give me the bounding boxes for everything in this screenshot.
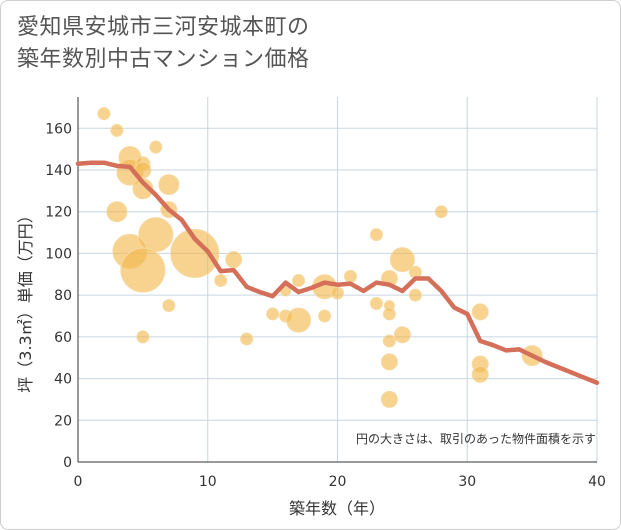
data-bubble bbox=[369, 228, 383, 242]
data-bubble bbox=[214, 274, 228, 288]
data-bubble bbox=[149, 140, 163, 154]
chart-title-line2: 築年数別中古マンション価格 bbox=[17, 47, 310, 72]
x-tick-label: 40 bbox=[588, 474, 606, 490]
x-tick-label: 10 bbox=[199, 474, 217, 490]
x-tick-labels: 0 10 20 30 40 bbox=[74, 474, 606, 490]
y-tick-label: 100 bbox=[45, 246, 72, 262]
data-bubble bbox=[380, 353, 398, 371]
y-tick-label: 160 bbox=[45, 121, 72, 137]
data-bubble bbox=[471, 303, 489, 321]
average-price-line bbox=[75, 160, 600, 385]
data-bubble bbox=[136, 330, 150, 344]
x-tick-label: 20 bbox=[329, 474, 347, 490]
y-tick-label: 0 bbox=[63, 455, 72, 471]
data-bubble bbox=[393, 326, 411, 344]
data-bubble bbox=[286, 307, 312, 333]
chart-title: 愛知県安城市三河安城本町の 築年数別中古マンション価格 bbox=[17, 12, 310, 76]
y-axis-label: 坪（3.3㎡）単価（万円） bbox=[16, 207, 35, 392]
data-bubble bbox=[97, 107, 111, 121]
data-bubble bbox=[382, 307, 396, 321]
data-bubble bbox=[408, 288, 422, 302]
bubbles bbox=[97, 107, 543, 408]
data-bubble bbox=[471, 365, 489, 383]
data-bubble bbox=[389, 247, 415, 273]
chart-title-line1: 愛知県安城市三河安城本町の bbox=[17, 15, 310, 40]
data-bubble bbox=[318, 309, 332, 323]
data-bubble bbox=[266, 307, 280, 321]
data-bubble bbox=[434, 205, 448, 219]
y-tick-label: 20 bbox=[54, 413, 72, 429]
y-tick-label: 140 bbox=[45, 163, 72, 179]
x-tick-label: 0 bbox=[74, 474, 83, 490]
data-bubble bbox=[331, 286, 344, 300]
data-bubble bbox=[120, 247, 166, 293]
data-bubble bbox=[132, 178, 154, 200]
data-bubble bbox=[225, 251, 243, 269]
data-bubble bbox=[382, 334, 396, 348]
y-tick-label: 60 bbox=[54, 330, 72, 346]
data-bubble bbox=[158, 174, 180, 196]
y-tick-label: 120 bbox=[45, 205, 72, 221]
data-bubble bbox=[380, 390, 398, 408]
data-bubble bbox=[106, 201, 128, 223]
data-bubble bbox=[369, 296, 383, 310]
x-axis-label: 築年数（年） bbox=[289, 499, 385, 518]
trend-line bbox=[75, 160, 600, 385]
data-bubble bbox=[240, 332, 254, 346]
y-tick-label: 80 bbox=[54, 288, 72, 304]
data-bubble bbox=[162, 299, 176, 313]
data-bubble bbox=[138, 217, 174, 253]
data-bubble bbox=[343, 269, 357, 283]
y-tick-label: 40 bbox=[54, 372, 72, 388]
y-tick-labels: 0 20 40 60 80 100 120 140 160 bbox=[45, 121, 72, 471]
data-bubble bbox=[170, 228, 220, 278]
data-bubble bbox=[292, 274, 306, 288]
data-bubble bbox=[110, 123, 124, 137]
x-tick-label: 30 bbox=[458, 474, 476, 490]
grid-lines bbox=[77, 97, 598, 463]
size-note: 円の大きさは、取引のあった物件面積を示す bbox=[356, 431, 596, 446]
